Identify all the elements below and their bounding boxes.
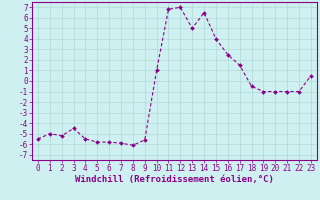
X-axis label: Windchill (Refroidissement éolien,°C): Windchill (Refroidissement éolien,°C) [75,175,274,184]
